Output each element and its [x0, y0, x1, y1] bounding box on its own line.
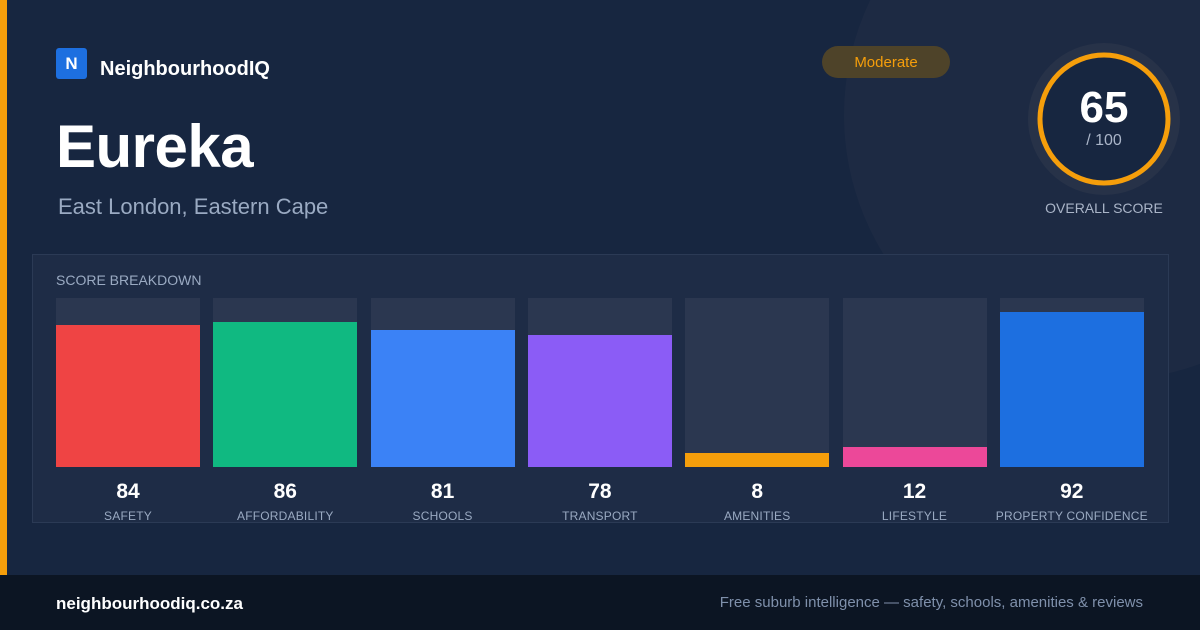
bar-track: [56, 298, 200, 467]
bar-value: 8: [751, 480, 764, 503]
bar-label: SCHOOLS: [412, 509, 473, 523]
suburb-location: East London, Eastern Cape: [58, 194, 329, 219]
accent-bar: [0, 0, 7, 575]
overall-score-ring: 65 / 100: [1028, 43, 1180, 195]
bar-track: [685, 298, 830, 467]
bar-track: [842, 298, 987, 467]
bar-fill: [685, 453, 830, 467]
brand: N NeighbourhoodIQ: [56, 46, 270, 81]
score-ring-progress: [1037, 52, 1171, 186]
footer: neighbourhoodiq.co.za Free suburb intell…: [0, 575, 1200, 630]
bar-value: 12: [902, 480, 927, 503]
bar-fill: [842, 446, 987, 467]
overall-score-value: 65: [1079, 83, 1129, 132]
bar-value: 86: [273, 480, 297, 503]
bar-value: 78: [588, 480, 612, 503]
overall-score-max: / 100: [1086, 132, 1122, 149]
bar-fill: [370, 330, 515, 467]
bar-track: [527, 298, 672, 467]
bar-fill: [527, 335, 672, 467]
suburb-title: Eureka: [56, 113, 254, 180]
bar-track: [213, 298, 358, 467]
bar-fill: [999, 311, 1144, 467]
rating-badge: Moderate: [822, 46, 950, 78]
bar-label: TRANSPORT: [562, 509, 638, 523]
footer-tagline: Free suburb intelligence — safety, schoo…: [719, 594, 1143, 611]
main-panel: N NeighbourhoodIQ Eureka East London, Ea…: [0, 0, 1180, 575]
bar-label: AMENITIES: [723, 509, 791, 523]
bar-value: 81: [430, 480, 455, 503]
bar-label: PROPERTY CONFIDENCE: [995, 509, 1148, 523]
bar-value: 92: [1060, 480, 1084, 503]
overall-score-label: OVERALL SCORE: [1045, 200, 1163, 216]
brand-logo-icon: N: [56, 48, 87, 79]
bar-label: LIFESTYLE: [881, 509, 948, 523]
bar-label: AFFORDABILITY: [236, 509, 334, 523]
score-ring-graphic: [1028, 43, 1180, 195]
footer-url[interactable]: neighbourhoodiq.co.za: [56, 594, 243, 613]
bar-value: 84: [116, 480, 140, 503]
breakdown-heading: SCORE BREAKDOWN: [56, 272, 202, 288]
bar-fill: [213, 321, 358, 467]
bar-track: [999, 298, 1144, 467]
bar-track: [370, 298, 515, 467]
bar-label: SAFETY: [104, 509, 152, 523]
breakdown-bars: 84 SAFETY 86 AFFORDABILITY 81 SCHOOLS 78 TRANSP…: [33, 255, 1168, 523]
bar-fill: [56, 325, 200, 467]
score-breakdown-panel: SCORE BREAKDOWN 84 SAFETY 86 AFFORDABILITY 8…: [32, 254, 1169, 523]
brand-name: NeighbourhoodIQ: [100, 58, 270, 80]
